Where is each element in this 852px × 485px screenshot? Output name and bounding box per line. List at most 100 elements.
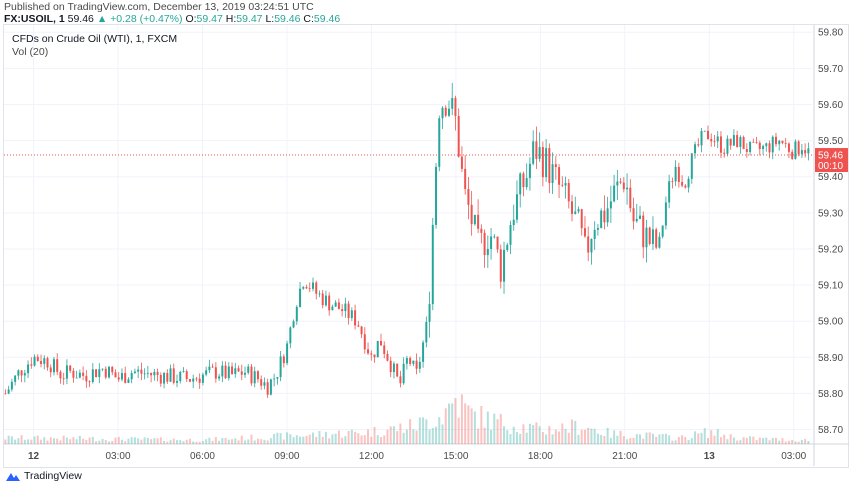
volume-bar [593,428,596,444]
candle-body [379,340,382,346]
candle-body [402,363,405,384]
volume-bar [117,436,120,444]
volume-bar [532,425,535,444]
volume-bar [72,437,75,444]
chart-frame[interactable] [3,24,849,468]
volume-bar [227,439,230,444]
volume-bar [519,433,522,444]
candle-body [163,372,166,384]
volume-bar [781,438,784,444]
x-tick-label: 03:00 [106,451,131,462]
volume-bar [603,436,606,444]
x-tick-label: 15:00 [443,451,468,462]
candle-body [318,293,321,295]
footer[interactable]: TradingView [6,470,82,482]
volume-bar [341,437,344,444]
volume-bar [596,433,599,444]
candle-body [59,371,62,379]
candle-body [412,360,415,364]
volume-bar [674,440,677,444]
candle-body [797,141,800,155]
volume-bar [616,435,619,444]
candle-body [684,185,687,188]
candle-body [674,166,677,182]
candle-body [69,365,72,371]
candle-body [483,232,486,256]
candle-body [532,141,535,164]
volume-bar [687,440,690,444]
volume-bar [719,437,722,444]
volume-bar [402,432,405,444]
volume-bar [140,439,143,444]
volume-bar [214,437,217,444]
candle-body [214,367,217,379]
candle-body [279,356,282,378]
volume-bar [347,430,350,444]
volume-bar [797,441,800,444]
volume-bar [389,426,392,444]
candle-body [716,136,719,142]
candle-body [315,282,318,294]
candle-body [739,137,742,147]
candle-body [515,194,518,220]
volume-bar [645,432,648,444]
candle-body [499,249,502,282]
y-tick-label: 59.20 [818,244,843,255]
candle-body [454,98,457,116]
volume-bar [305,435,308,444]
volume-bar [464,403,467,444]
volume-bar [114,437,117,444]
candle-body [661,225,664,237]
candle-body [247,366,250,373]
candle-body [745,149,748,152]
volume-bar [457,417,460,444]
candle-body [651,229,654,244]
open-label: O: [185,13,197,25]
volume-bar [609,437,612,444]
volume-bar [156,438,159,444]
volume-bar [143,437,146,444]
volume-bar [396,431,399,444]
candle-body [386,353,389,361]
time-axis: 12 03:00 06:00 09:00 12:00 15:00 18:00 21:00 13 0… [28,451,807,462]
volume-bar [263,439,266,444]
candle-body [150,372,153,376]
candle-body [299,288,302,307]
volume-bar [506,430,509,444]
candle-body [273,378,276,380]
volume-bar [664,433,667,444]
volume-bar [486,411,489,444]
candle-body [703,130,706,132]
candle-body [470,204,473,225]
candle-body [655,229,658,248]
volume-bar [787,440,790,444]
candle-body [548,148,551,184]
volume-bar [729,434,732,444]
candle-body [706,130,709,140]
volume-bar [98,440,101,444]
candle-body [687,178,690,188]
volume-bar [373,426,376,444]
candle-body [205,370,208,375]
volume-bar [726,439,729,444]
candle-body [159,374,162,384]
candle-body [758,142,761,150]
candle-body [405,358,408,364]
volume-bar [509,434,512,444]
candle-body [91,369,94,382]
volume-bar [703,428,706,444]
published-caption: Published on TradingView.com, December 1… [4,1,314,13]
volume-bar [493,413,496,444]
volume-bar [503,426,506,444]
volume-bar [46,440,49,444]
candle-body [140,369,143,374]
candle-body [250,366,253,384]
volume-bar [82,438,85,444]
volume-bar [198,441,201,444]
candle-body [156,371,159,375]
candle-body [639,215,642,219]
candle-body [525,178,528,188]
candle-body [409,358,412,364]
candle-body [153,371,156,376]
